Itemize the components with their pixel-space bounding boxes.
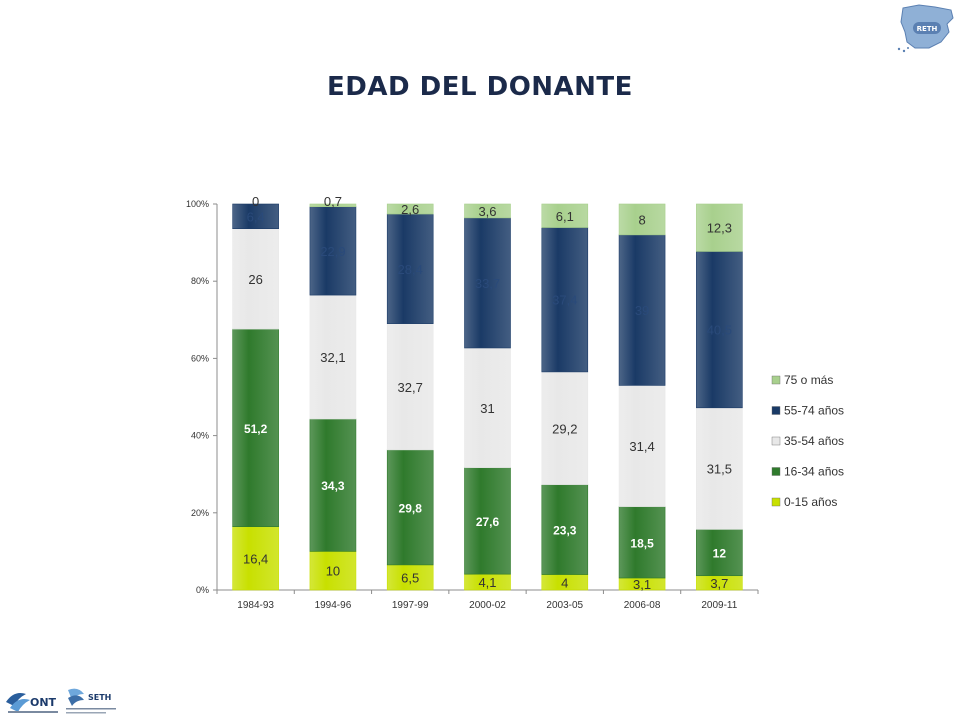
bar-segment-16-34 [309,418,357,552]
bar-segment-35-54 [309,294,357,420]
bar-segment-0-15 [309,551,357,591]
legend-swatch-0-15 [771,497,781,507]
data-label-75plus: 0 [252,194,259,209]
data-label-35-54: 31,4 [629,439,654,454]
y-tick-label: 60% [191,353,209,363]
bar-segment-35-54 [464,347,511,468]
data-label-16-34: 29,8 [399,501,423,515]
data-label-0-15: 3,1 [633,577,651,592]
data-label-75plus: 0,7 [324,194,342,209]
data-label-16-34: 27,6 [476,515,500,529]
data-label-16-34: 34,3 [321,479,345,493]
slide-title: EDAD DEL DONANTE [327,72,633,102]
data-label-75plus: 12,3 [707,221,732,236]
x-category-label: 1997-99 [392,600,429,611]
y-tick-label: 0% [196,585,209,595]
x-category-label: 1994-96 [315,600,352,611]
data-label-0-15: 16,4 [243,551,268,566]
data-label-16-34: 12 [713,547,727,561]
legend-swatch-75plus [771,375,781,385]
data-label-75plus: 8 [638,212,645,227]
bar-segment-75plus [464,203,511,219]
bar-segment-35-54 [696,407,743,530]
y-tick-label: 40% [191,431,209,441]
data-label-55-74: 33,7 [475,276,500,291]
legend-label-55-74: 55-74 años [784,404,844,418]
bar-segment-35-54 [618,385,666,507]
legend-swatch-16-34 [771,467,781,476]
data-label-0-15: 10 [326,564,340,579]
legend-label-16-34: 16-34 años [784,465,844,479]
data-label-16-34: 51,2 [244,422,268,436]
spain-map-logo: RETH [897,4,954,53]
data-label-55-74: 39 [635,303,649,318]
data-label-55-74: 22,9 [320,244,345,259]
bar-segment-55-74 [696,251,743,409]
bar-segment-55-74 [541,227,589,373]
legend-label-35-54: 35-54 años [784,434,844,448]
bar-segment-55-74 [309,206,357,296]
data-label-0-15: 3,7 [710,576,728,591]
logo-badge-text: RETH [917,25,938,33]
bar-segment-55-74 [386,213,434,324]
data-label-55-74: 28,4 [398,262,423,277]
data-label-55-74: 40,5 [707,323,732,338]
data-label-0-15: 4,1 [478,575,496,590]
x-category-label: 2006-08 [624,600,661,611]
bar-segment-55-74 [618,234,666,386]
data-label-16-34: 18,5 [630,536,654,550]
data-label-55-74: 37,4 [552,293,577,308]
bar-segment-35-54 [541,371,589,485]
legend-label-75plus: 75 o más [784,373,833,387]
seth-logo: SETH [66,688,116,714]
bar-segment-55-74 [464,217,511,349]
bar-segment-16-34 [541,484,589,575]
seth-logo-text: SETH [88,693,111,702]
bar-segment-16-34 [696,529,743,577]
data-label-75plus: 3,6 [478,204,496,219]
data-label-35-54: 26 [248,272,262,287]
data-label-35-54: 31 [480,401,494,416]
bar-segment-16-34 [618,506,666,579]
bar-segment-35-54 [386,323,434,451]
bar-segment-16-34 [386,449,434,566]
bar-segment-35-54 [232,228,279,330]
x-category-label: 2009-11 [701,600,737,611]
y-tick-label: 100% [186,199,209,209]
ont-logo-text: ONT [30,696,57,709]
data-label-35-54: 29,2 [552,421,577,436]
data-label-0-15: 4 [561,575,568,590]
bar-segment-75plus [696,203,743,252]
bar-segment-55-74 [232,203,279,230]
ont-logo: ONT [6,693,58,713]
legend-swatch-55-74 [771,406,781,415]
bar-segment-16-34 [232,328,279,527]
x-category-label: 2003-05 [546,600,583,611]
legend-swatch-35-54 [771,436,781,446]
bar-segment-16-34 [464,467,511,575]
y-tick-label: 20% [191,508,209,518]
data-label-16-34: 23,3 [553,524,577,538]
x-category-label: 2000-02 [469,600,506,611]
data-label-75plus: 6,1 [556,209,574,224]
bar-segment-0-15 [386,564,434,591]
data-label-35-54: 32,1 [320,350,345,365]
data-label-55-74: 6,4 [247,209,265,224]
footer-logos: ONT SETH [6,688,116,714]
data-label-35-54: 31,5 [707,462,732,477]
legend-label-0-15: 0-15 años [784,495,837,509]
data-label-35-54: 32,7 [398,380,423,395]
x-category-label: 1984-93 [237,600,274,611]
bar-segment-75plus [309,203,357,208]
data-label-0-15: 6,5 [401,570,419,585]
y-tick-label: 80% [191,276,209,286]
bar-segment-75plus [618,203,666,236]
bar-segment-75plus [386,203,434,215]
bar-segment-75plus [541,203,589,228]
data-label-75plus: 2,6 [401,202,419,217]
